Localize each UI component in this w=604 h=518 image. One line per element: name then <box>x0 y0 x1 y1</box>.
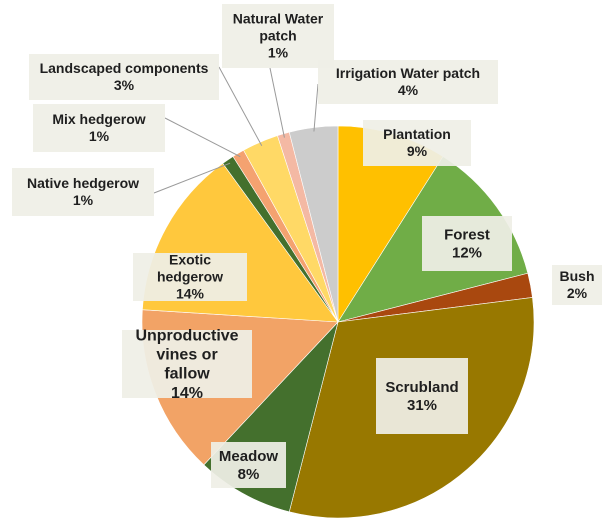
slice-label-name: Meadow <box>219 448 279 465</box>
leader-line-mix-hedgerow <box>164 117 241 158</box>
slice-label-value: 14% <box>171 385 203 402</box>
leader-lines <box>153 66 319 194</box>
pie-slice-irrigation-water-patch <box>288 125 339 323</box>
slice-label-value: 3% <box>114 77 135 93</box>
slice-label-name: Native hedgerow <box>27 175 139 191</box>
slice-label-value: 4% <box>398 82 419 98</box>
slice-label-name: Plantation <box>383 126 451 142</box>
slice-label-box <box>33 104 165 152</box>
slice-label-name: Scrubland <box>385 379 458 396</box>
slice-label-value: 9% <box>407 143 428 159</box>
slice-label-name: Exotic hedgerow <box>157 252 223 285</box>
slice-label-value: 8% <box>238 466 260 483</box>
leader-line-natural-water-patch <box>269 67 285 138</box>
slice-label-box <box>122 330 252 398</box>
leader-line-landscaped-components <box>218 66 263 147</box>
slice-label-box <box>552 265 602 305</box>
slice-label-value: 1% <box>89 128 110 144</box>
slice-label-value: 1% <box>73 192 94 208</box>
slice-label-box <box>211 442 286 488</box>
slice-label-box <box>363 120 471 166</box>
slice-label-box <box>133 253 247 301</box>
slice-label-box <box>12 168 154 216</box>
leader-line-irrigation-water-patch <box>313 83 319 132</box>
slice-label-name: Natural Water patch <box>233 11 324 44</box>
slice-label-value: 12% <box>452 244 482 261</box>
pie-slices <box>141 125 535 518</box>
slice-label-value: 2% <box>567 285 588 301</box>
leader-line-native-hedgerow <box>153 162 231 194</box>
slice-label-name: Unproductive vines or fallow <box>135 327 238 382</box>
slice-label-name: Forest <box>444 226 490 243</box>
slice-label-value: 14% <box>176 285 205 301</box>
slice-label-box <box>376 358 468 434</box>
slice-label-name: Irrigation Water patch <box>336 65 480 81</box>
slice-label-box <box>29 54 219 100</box>
slice-label-value: 31% <box>407 397 437 414</box>
slice-label-name: Landscaped components <box>40 60 209 76</box>
slice-label-box <box>422 216 512 271</box>
slice-label-unproductive-vines-or-fallow: Unproductive vines or fallow 14% <box>122 327 252 402</box>
slice-label-name: Mix hedgerow <box>52 111 145 127</box>
slice-label-box <box>222 4 334 68</box>
slice-label-name: Bush <box>560 268 595 284</box>
slice-label-value: 1% <box>268 44 289 60</box>
slice-label-box <box>318 60 498 104</box>
